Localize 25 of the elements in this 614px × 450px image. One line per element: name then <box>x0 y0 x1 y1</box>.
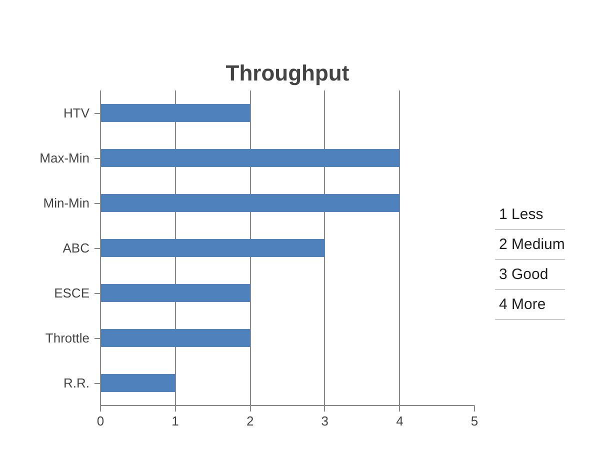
text: 4 More <box>495 290 565 320</box>
bar <box>100 149 400 167</box>
x-tick-label: 1 <box>172 414 179 428</box>
bar <box>100 194 400 212</box>
y-tick-label: Throttle <box>45 330 90 346</box>
bar <box>100 239 325 257</box>
chart-title: Throughput <box>226 60 350 86</box>
y-tick-label: ESCE <box>54 286 90 300</box>
y-tick-label: Min-Min <box>43 196 90 210</box>
x-tick-label: 5 <box>470 414 478 428</box>
text: 3 Good <box>495 260 565 290</box>
x-tick-label: 0 <box>96 414 104 428</box>
x-tick-label: 4 <box>396 414 404 428</box>
y-tick-label: ABC <box>62 240 90 256</box>
bar <box>100 284 250 302</box>
text: 2 Medium <box>495 230 565 260</box>
text: 1 Less <box>495 200 565 230</box>
y-tick-label: HTV <box>64 106 90 120</box>
y-tick-label: Max-Min <box>40 150 90 166</box>
x-tick-label: 3 <box>321 414 329 428</box>
bar <box>100 104 250 122</box>
bar <box>100 374 176 392</box>
bar <box>100 329 250 347</box>
x-tick-label: 2 <box>246 414 254 428</box>
y-tick-label: R.R. <box>64 376 90 390</box>
